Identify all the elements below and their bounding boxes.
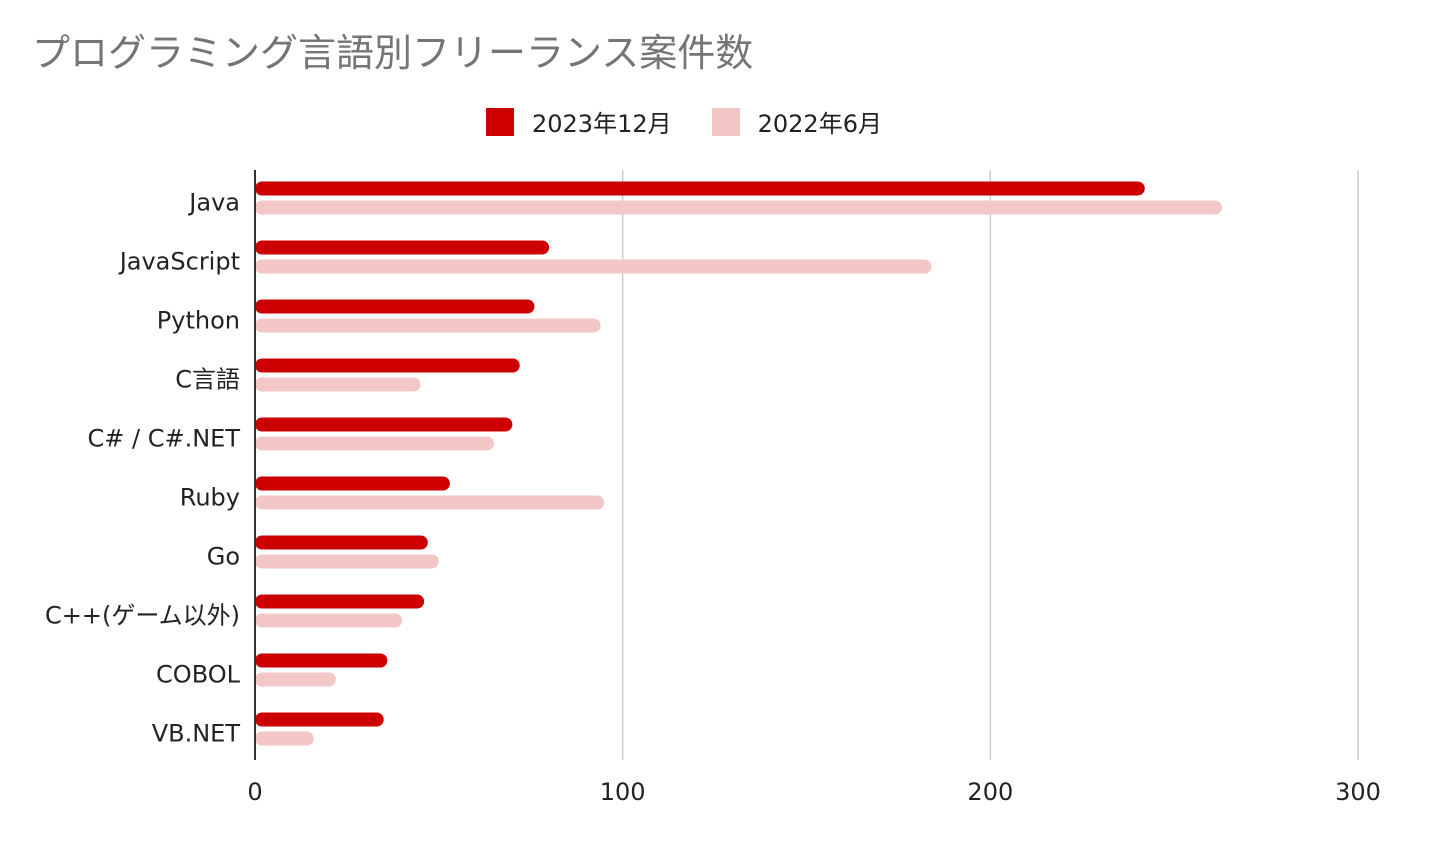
bar-series-1-1 (255, 240, 550, 255)
legend-item-series-2: 2022年6月 (711, 104, 882, 139)
bar-series-2-8 (255, 672, 336, 687)
bar-series-2-1 (255, 259, 932, 274)
legend: 2023年12月 2022年6月 (486, 104, 882, 139)
legend-label-series-2: 2022年6月 (757, 110, 882, 138)
bar-series-1-8 (255, 653, 388, 668)
category-label-4: C# / C#.NET (88, 425, 241, 453)
x-tick-label-0: 0 (247, 778, 262, 806)
bar-series-2-2 (255, 318, 601, 333)
category-label-1: JavaScript (118, 248, 240, 276)
bar-series-2-3 (255, 377, 421, 392)
bar-series-2-5 (255, 495, 605, 510)
bar-series-2-9 (255, 731, 314, 746)
category-label-3: C言語 (175, 366, 240, 394)
chart-title: プログラミング言語別フリーランス案件数 (32, 31, 754, 75)
category-label-5: Ruby (180, 484, 240, 512)
x-tick-label-200: 200 (967, 778, 1013, 806)
category-label-8: COBOL (156, 661, 241, 689)
bar-series-2-7 (255, 613, 403, 628)
bar-series-1-0 (255, 181, 1145, 196)
category-label-0: Java (187, 189, 240, 217)
bar-series-1-5 (255, 476, 450, 491)
bar-series-1-9 (255, 712, 384, 727)
category-label-2: Python (157, 307, 240, 335)
category-label-6: Go (207, 543, 240, 571)
x-tick-label-100: 100 (600, 778, 646, 806)
legend-label-series-1: 2023年12月 (532, 110, 672, 138)
category-label-7: C++(ゲーム以外) (45, 602, 240, 630)
bar-series-2-6 (255, 554, 439, 569)
bar-series-1-3 (255, 358, 520, 373)
bar-series-1-4 (255, 417, 513, 432)
category-label-9: VB.NET (152, 720, 241, 748)
bar-series-1-2 (255, 299, 535, 314)
legend-swatch-series-2 (711, 107, 740, 136)
legend-item-series-1: 2023年12月 (486, 104, 672, 139)
x-tick-label-300: 300 (1335, 778, 1381, 806)
legend-swatch-series-1 (486, 107, 514, 136)
bar-series-1-7 (255, 594, 425, 609)
bar-series-1-6 (255, 535, 428, 550)
bar-series-2-4 (255, 436, 494, 451)
bar-series-2-0 (255, 200, 1222, 215)
